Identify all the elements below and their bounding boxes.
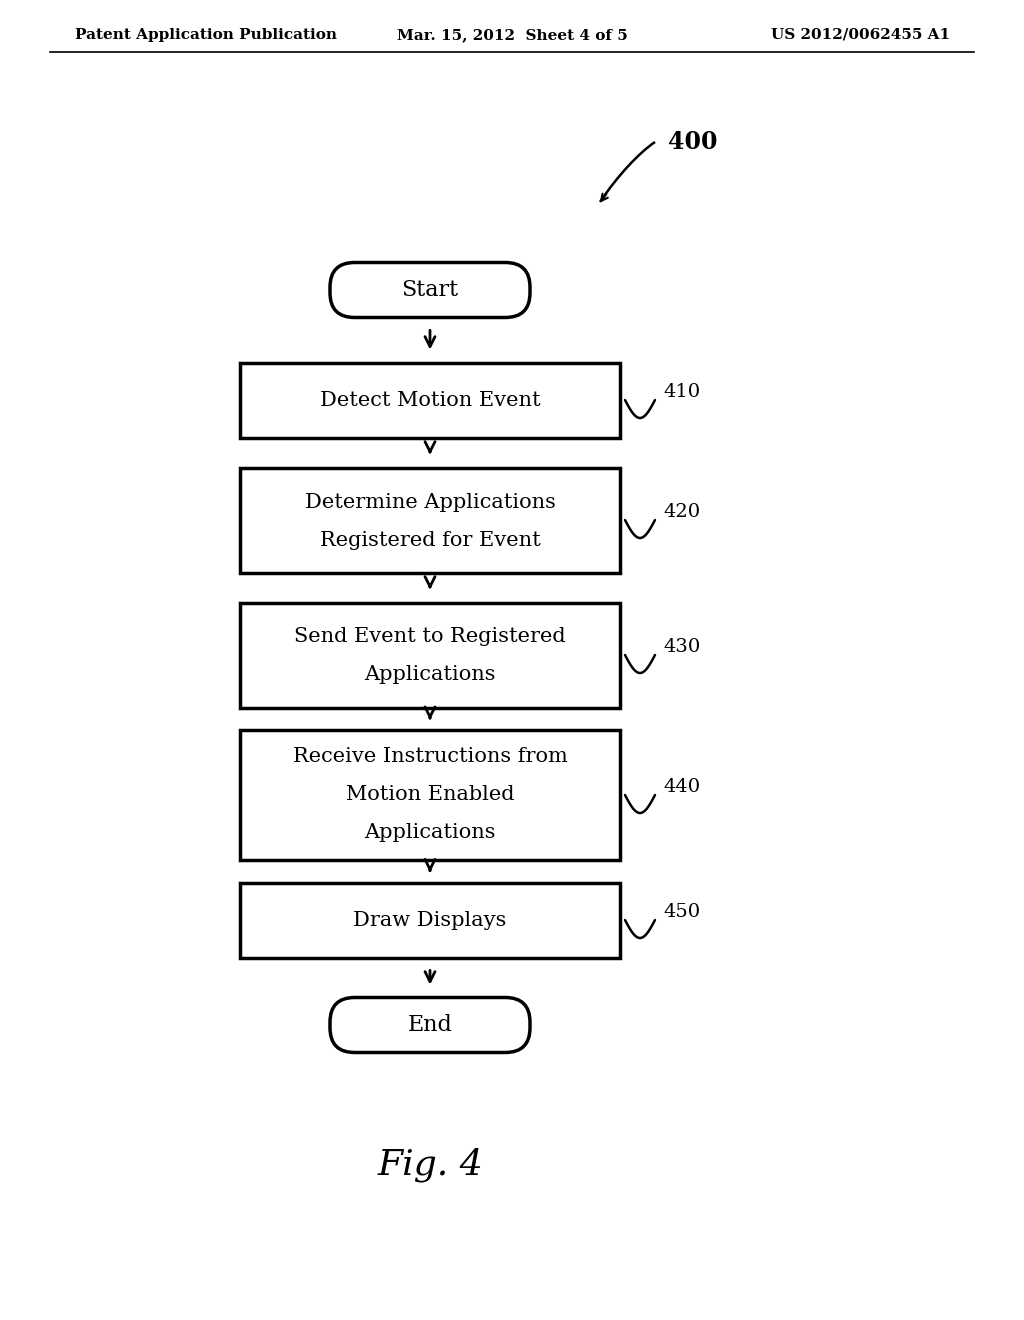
- Bar: [240, 883, 620, 957]
- Bar: [240, 467, 620, 573]
- Text: Patent Application Publication: Patent Application Publication: [75, 28, 337, 42]
- Text: 430: 430: [663, 638, 700, 656]
- Text: Determine Applications: Determine Applications: [304, 492, 555, 511]
- Text: Motion Enabled: Motion Enabled: [346, 785, 514, 804]
- Text: Fig. 4: Fig. 4: [377, 1148, 483, 1183]
- Text: Detect Motion Event: Detect Motion Event: [319, 391, 541, 409]
- Text: Draw Displays: Draw Displays: [353, 911, 507, 929]
- Text: Receive Instructions from: Receive Instructions from: [293, 747, 567, 767]
- Text: Start: Start: [401, 279, 459, 301]
- FancyBboxPatch shape: [330, 263, 530, 318]
- Text: 440: 440: [663, 777, 700, 796]
- Text: 400: 400: [668, 129, 718, 154]
- Text: Applications: Applications: [365, 665, 496, 685]
- Text: 410: 410: [663, 383, 700, 401]
- FancyBboxPatch shape: [330, 998, 530, 1052]
- Text: Send Event to Registered: Send Event to Registered: [294, 627, 566, 647]
- Text: 420: 420: [663, 503, 700, 521]
- Bar: [240, 730, 620, 861]
- Bar: [240, 363, 620, 437]
- Text: End: End: [408, 1014, 453, 1036]
- Text: Mar. 15, 2012  Sheet 4 of 5: Mar. 15, 2012 Sheet 4 of 5: [396, 28, 628, 42]
- Text: US 2012/0062455 A1: US 2012/0062455 A1: [771, 28, 950, 42]
- Text: 450: 450: [663, 903, 700, 921]
- Bar: [240, 602, 620, 708]
- Text: Registered for Event: Registered for Event: [319, 531, 541, 549]
- Text: Applications: Applications: [365, 824, 496, 842]
